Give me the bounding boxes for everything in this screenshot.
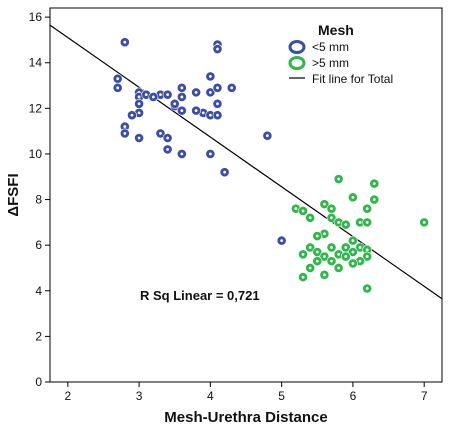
- point-gt5mm: [369, 194, 380, 205]
- point-gt5mm: [340, 251, 351, 262]
- point-lt5mm: [176, 82, 187, 93]
- point-gt5mm: [362, 217, 373, 228]
- point-gt5mm: [362, 283, 373, 294]
- y-tick-label: 0: [35, 375, 42, 389]
- y-tick-label: 12: [29, 101, 43, 115]
- legend-marker: [288, 56, 306, 70]
- point-gt5mm: [312, 231, 323, 241]
- x-tick-label: 7: [421, 389, 428, 403]
- point-gt5mm: [298, 272, 308, 282]
- y-tick-label: 14: [29, 56, 43, 70]
- point-lt5mm: [162, 89, 173, 100]
- point-gt5mm: [348, 235, 358, 246]
- point-gt5mm: [333, 263, 344, 273]
- point-lt5mm: [134, 133, 144, 143]
- point-gt5mm: [340, 242, 351, 253]
- point-lt5mm: [205, 87, 216, 98]
- point-gt5mm: [305, 242, 316, 253]
- point-lt5mm: [176, 149, 187, 159]
- legend-item: Fit line for Total: [289, 72, 393, 86]
- point-lt5mm: [112, 73, 123, 84]
- y-tick-label: 6: [35, 238, 42, 252]
- point-lt5mm: [191, 87, 202, 98]
- point-lt5mm: [212, 44, 223, 54]
- y-tick-label: 8: [35, 193, 42, 207]
- point-gt5mm: [312, 256, 323, 267]
- point-gt5mm: [340, 219, 351, 230]
- point-gt5mm: [326, 256, 337, 267]
- point-lt5mm: [127, 110, 137, 121]
- point-lt5mm: [212, 110, 223, 121]
- point-lt5mm: [262, 130, 273, 141]
- point-lt5mm: [162, 144, 173, 155]
- point-lt5mm: [226, 82, 237, 93]
- legend: Mesh <5 mm >5 mm Fit line for Total: [288, 22, 393, 86]
- point-gt5mm: [298, 249, 308, 260]
- point-gt5mm: [369, 178, 380, 189]
- legend-label: >5 mm: [312, 56, 349, 70]
- y-tick-label: 16: [29, 10, 43, 24]
- annotation-r-squared: R Sq Linear = 0,721: [140, 288, 260, 303]
- point-lt5mm: [191, 105, 202, 116]
- y-tick-label: 2: [35, 329, 42, 343]
- legend-item: >5 mm: [288, 56, 349, 70]
- point-gt5mm: [305, 263, 316, 273]
- point-lt5mm: [212, 98, 223, 109]
- point-gt5mm: [348, 247, 358, 257]
- point-gt5mm: [326, 242, 337, 253]
- legend-item: <5 mm: [288, 40, 349, 54]
- point-gt5mm: [348, 192, 358, 203]
- legend-label: <5 mm: [312, 40, 349, 54]
- y-tick-label: 10: [29, 147, 43, 161]
- fit-line-group: [49, 24, 443, 300]
- point-lt5mm: [176, 92, 187, 102]
- point-lt5mm: [134, 98, 144, 109]
- point-lt5mm: [205, 149, 216, 159]
- x-axis-title: Mesh-Urethra Distance: [164, 409, 327, 426]
- point-gt5mm: [362, 251, 373, 262]
- point-gt5mm: [326, 212, 337, 223]
- point-gt5mm: [348, 258, 358, 269]
- x-tick-label: 2: [64, 389, 71, 403]
- point-gt5mm: [326, 203, 337, 214]
- point-lt5mm: [119, 37, 130, 48]
- point-lt5mm: [162, 133, 173, 143]
- point-gt5mm: [319, 199, 330, 210]
- point-lt5mm: [205, 71, 216, 82]
- point-lt5mm: [148, 92, 159, 102]
- y-axis-title: ΔFSFI: [5, 173, 22, 216]
- legend-items: <5 mm >5 mm Fit line for Total: [288, 40, 393, 86]
- x-tick-label: 3: [136, 389, 143, 403]
- point-lt5mm: [112, 82, 123, 93]
- x-tick-label: 6: [350, 389, 357, 403]
- point-lt5mm: [219, 167, 230, 178]
- point-gt5mm: [362, 203, 373, 214]
- point-gt5mm: [305, 212, 316, 223]
- x-tick-label: 5: [278, 389, 285, 403]
- legend-marker: [288, 40, 306, 54]
- point-lt5mm: [119, 128, 130, 139]
- plot-area: [49, 7, 443, 383]
- point-lt5mm: [169, 98, 180, 109]
- point-gt5mm: [298, 206, 308, 216]
- fit-line: [49, 24, 443, 300]
- point-gt5mm: [419, 217, 430, 228]
- point-gt5mm: [333, 174, 344, 184]
- point-lt5mm: [276, 235, 287, 246]
- y-tick-label: 4: [35, 284, 42, 298]
- point-lt5mm: [155, 128, 166, 139]
- x-tick-label: 4: [207, 389, 214, 403]
- point-gt5mm: [319, 269, 330, 280]
- legend-label: Fit line for Total: [312, 72, 393, 86]
- legend-title: Mesh: [318, 22, 354, 38]
- data-points: [112, 37, 430, 294]
- axis-ticks: 2 3 4 5 6 7 0 2 4 6 8 10 12 14 16: [29, 10, 428, 403]
- point-lt5mm: [176, 105, 187, 116]
- point-gt5mm: [319, 251, 330, 262]
- point-gt5mm: [312, 247, 323, 257]
- point-lt5mm: [212, 82, 223, 93]
- point-gt5mm: [362, 244, 373, 255]
